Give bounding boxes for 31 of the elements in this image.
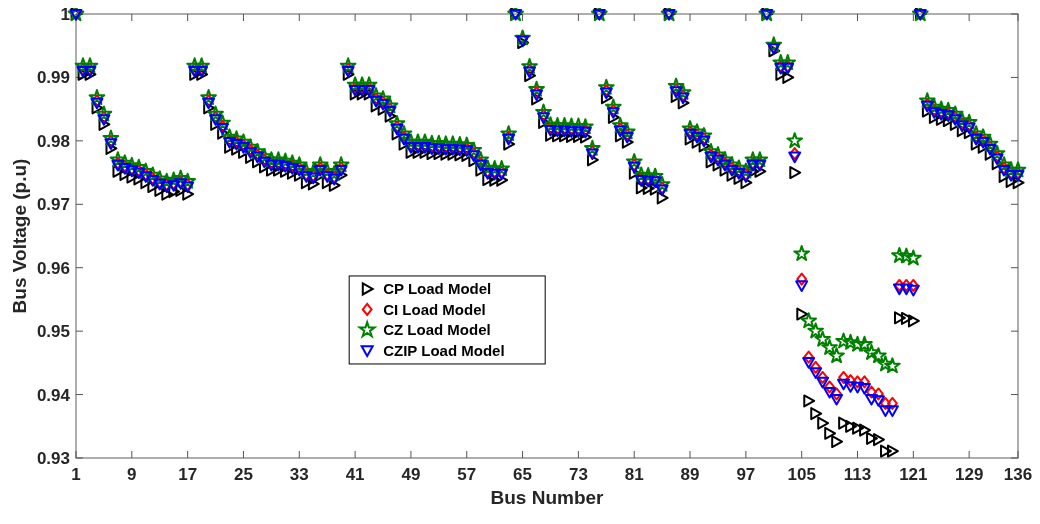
x-tick-label: 129 bbox=[954, 465, 984, 484]
y-tick-label: 0.93 bbox=[36, 448, 70, 468]
y-tick-label: 0.98 bbox=[36, 131, 70, 151]
x-tick-label: 49 bbox=[401, 465, 421, 484]
y-tick-label: 1 bbox=[60, 4, 70, 24]
x-tick-label: 33 bbox=[289, 465, 309, 484]
legend-label: CZ Load Model bbox=[383, 321, 491, 339]
y-tick-label: 0.99 bbox=[36, 68, 70, 88]
x-tick-label: 89 bbox=[680, 465, 700, 484]
x-tick-label: 105 bbox=[787, 465, 816, 484]
x-tick-label: 65 bbox=[513, 465, 533, 484]
x-tick-label: 17 bbox=[178, 465, 198, 484]
y-tick-label: 0.97 bbox=[36, 195, 70, 215]
x-tick-label: 136 bbox=[1003, 465, 1033, 484]
x-tick-label: 41 bbox=[345, 465, 365, 484]
y-tick-label: 0.96 bbox=[36, 258, 70, 278]
x-tick-label: 81 bbox=[624, 465, 644, 484]
legend-label: CP Load Model bbox=[383, 280, 492, 298]
y-tick-label: 0.94 bbox=[36, 385, 71, 405]
x-tick-label: 57 bbox=[457, 465, 477, 484]
x-tick-label: 9 bbox=[127, 465, 137, 484]
y-tick-label: 0.95 bbox=[36, 322, 70, 342]
legend-label: CI Load Model bbox=[383, 300, 486, 318]
x-tick-label: 97 bbox=[736, 465, 756, 484]
x-tick-label: 121 bbox=[899, 465, 928, 484]
x-tick-label: 113 bbox=[843, 465, 872, 484]
y-axis-title: Bus Voltage (p.u) bbox=[9, 158, 30, 314]
legend-label: CZIP Load Model bbox=[383, 341, 505, 359]
x-tick-label: 73 bbox=[568, 465, 588, 484]
x-axis-title: Bus Number bbox=[490, 487, 605, 508]
x-tick-label: 25 bbox=[234, 465, 253, 484]
